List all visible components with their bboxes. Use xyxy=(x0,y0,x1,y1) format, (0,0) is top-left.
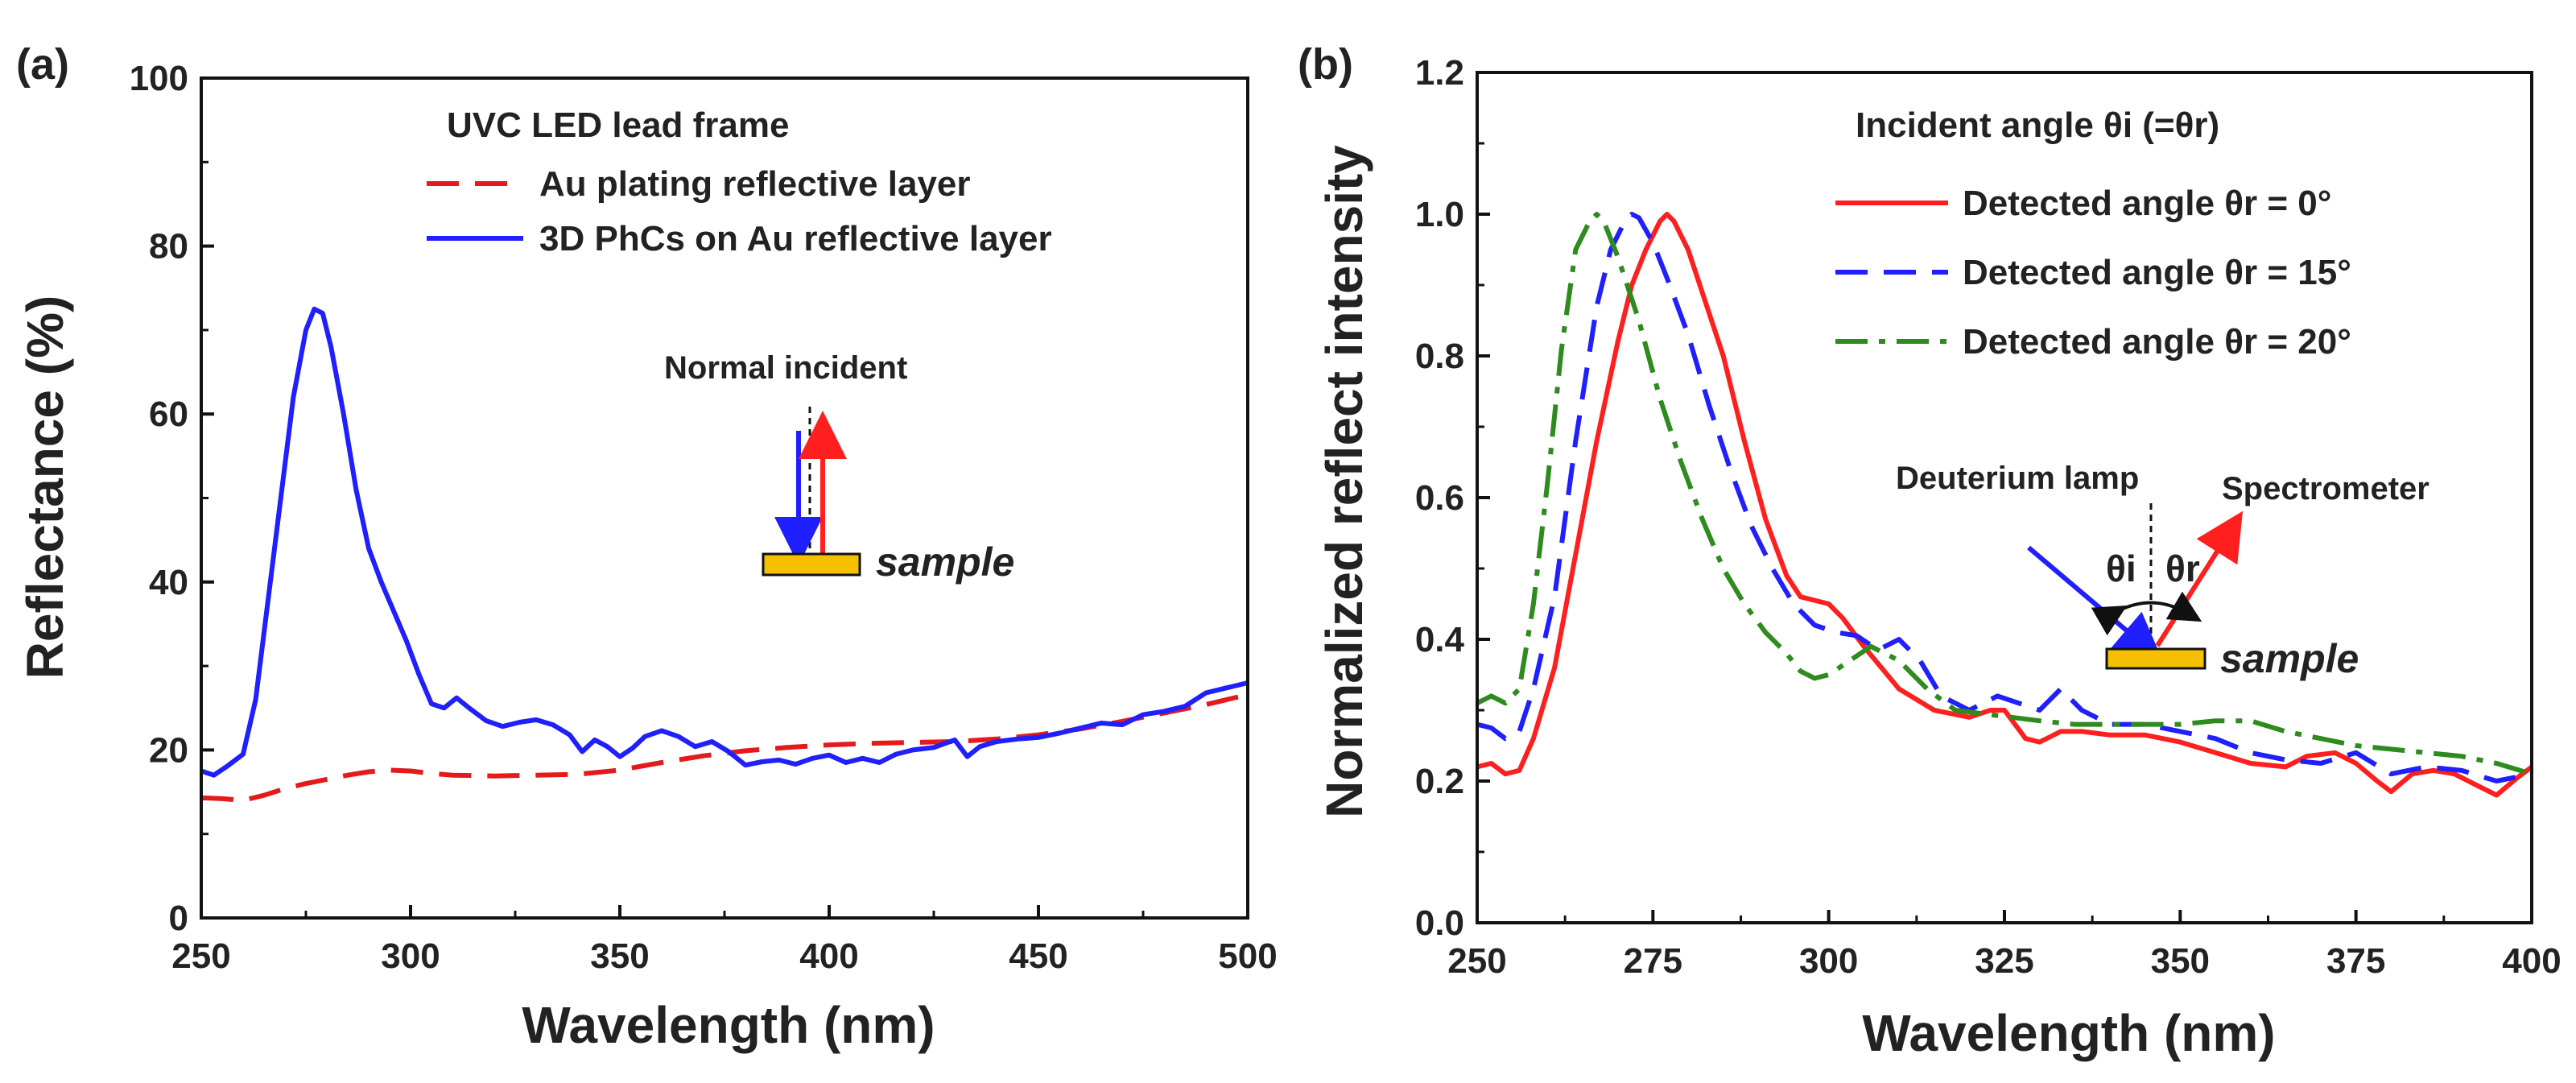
y-tick-label: 0.4 xyxy=(1415,620,1465,659)
panel-a: (a) Reflectance (%) Wavelength (nm) 250 3… xyxy=(16,40,1278,1054)
x-tick-label: 300 xyxy=(381,936,440,976)
inset-b-detector-label: Spectrometer xyxy=(2222,471,2429,506)
series-line-0-1 xyxy=(200,306,1249,778)
panel-b: (b) Normalized reflect intensity Wavelen… xyxy=(1298,40,2562,1062)
panel-a-ylabel: Reflectance (%) xyxy=(16,296,74,680)
panel-b-ticks: 250 275 300 325 350 375 400 0.0 0.2 0.4 0.6 0.8 1.0 1… xyxy=(1415,53,2562,981)
panel-b-ylabel: Normalized reflect intensity xyxy=(1315,145,1373,818)
panel-b-frame xyxy=(1476,71,2533,924)
y-tick-label: 0.8 xyxy=(1415,337,1464,376)
sample-block-b xyxy=(2105,647,2207,670)
y-tick-label: 20 xyxy=(149,730,188,770)
legend-label-au: Au plating reflective layer xyxy=(539,164,971,204)
x-tick-label: 300 xyxy=(1799,941,1858,981)
x-tick-label: 275 xyxy=(1624,941,1682,981)
legend-label-0deg: Detected angle θr = 0° xyxy=(1963,184,2331,223)
x-tick-label: 400 xyxy=(2502,941,2561,981)
sample-block-a xyxy=(762,552,861,577)
y-tick-label: 0 xyxy=(169,899,188,938)
x-tick-label: 350 xyxy=(2151,941,2210,981)
x-tick-label: 350 xyxy=(590,936,649,976)
series-line-1-2 xyxy=(1476,212,2533,777)
y-tick-label: 0.2 xyxy=(1415,762,1464,801)
panel-a-frame xyxy=(200,76,1249,920)
legend-label-20deg: Detected angle θr = 20° xyxy=(1963,322,2351,362)
inset-a-sample-label: sample xyxy=(876,539,1014,585)
x-tick-label: 400 xyxy=(799,936,858,976)
inset-b-theta-r: θr xyxy=(2165,548,2200,589)
legend-label-phc: 3D PhCs on Au reflective layer xyxy=(539,219,1052,258)
y-tick-label: 1.0 xyxy=(1415,195,1464,234)
angle-arc-icon xyxy=(2091,591,2202,636)
panel-b-xlabel: Wavelength (nm) xyxy=(1862,1004,2275,1062)
panel-b-label: (b) xyxy=(1298,40,1353,89)
y-tick-label: 0.0 xyxy=(1415,903,1464,943)
panel-a-label: (a) xyxy=(16,40,69,89)
y-tick-label: 80 xyxy=(149,227,188,267)
x-tick-label: 500 xyxy=(1218,936,1277,976)
panel-a-ticks: 250 300 350 400 450 500 0 20 40 60 80 100 xyxy=(130,59,1278,976)
series-line-1-0 xyxy=(1476,212,2533,798)
panel-a-inset: Normal incident sample xyxy=(664,350,1014,585)
y-tick-label: 100 xyxy=(130,59,188,98)
x-tick-label: 450 xyxy=(1009,936,1067,976)
series-line-1-1 xyxy=(1476,212,2533,783)
inset-b-sample-label: sample xyxy=(2220,636,2359,681)
inset-b-theta-i: θi xyxy=(2106,548,2136,589)
panel-a-lines xyxy=(200,306,1249,803)
panel-b-legend-title: Incident angle θi (=θr) xyxy=(1856,105,2219,145)
inset-b-source-label: Deuterium lamp xyxy=(1896,461,2139,496)
panel-b-lines xyxy=(1476,212,2533,798)
y-tick-label: 1.2 xyxy=(1415,53,1464,93)
panel-b-legend: Incident angle θi (=θr) Detected angle θ… xyxy=(1835,105,2351,362)
panel-a-legend: UVC LED lead frame Au plating reflective… xyxy=(427,105,1052,258)
legend-label-15deg: Detected angle θr = 15° xyxy=(1963,253,2351,292)
panel-a-legend-title: UVC LED lead frame xyxy=(447,105,789,145)
x-tick-label: 375 xyxy=(2326,941,2385,981)
y-tick-label: 0.6 xyxy=(1415,478,1464,518)
x-tick-label: 250 xyxy=(1447,941,1506,981)
y-tick-label: 60 xyxy=(149,395,188,434)
inset-a-title: Normal incident xyxy=(664,350,907,386)
panel-b-inset: Deuterium lamp Spectrometer θi θr sample xyxy=(1896,461,2429,681)
x-tick-label: 325 xyxy=(1975,941,2033,981)
x-tick-label: 250 xyxy=(171,936,230,976)
panel-a-xlabel: Wavelength (nm) xyxy=(522,996,935,1054)
y-tick-label: 40 xyxy=(149,563,188,602)
